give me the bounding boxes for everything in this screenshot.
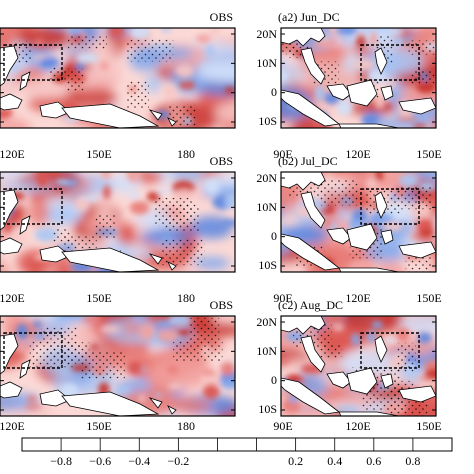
- coastline: [281, 172, 436, 272]
- coastline: [281, 316, 436, 416]
- colorbar-label: 0.6: [366, 454, 381, 468]
- colorbar-label: 0.8: [405, 454, 420, 468]
- panel-title-b2: (b2) Jul_DC: [278, 154, 338, 168]
- colorbar: −0.8 −0.6 −0.4 −0.2 0.2 0.4 0.6 0.8: [21, 437, 453, 468]
- coastline: [281, 28, 436, 128]
- lon-label: 180: [177, 291, 195, 305]
- panel-title-a1: OBS: [210, 10, 233, 24]
- lon-label: 180: [177, 147, 195, 161]
- map-panel-c1: [0, 315, 236, 417]
- lat-label: 10S: [258, 402, 277, 416]
- lon-label: 120E: [0, 419, 25, 433]
- lon-label: 150E: [86, 147, 111, 161]
- panel-title-c1: OBS: [210, 298, 233, 312]
- lat-label: 0: [271, 229, 277, 243]
- lat-label: 10S: [258, 258, 277, 272]
- analysis-box: [3, 188, 63, 225]
- panel-title-b1: OBS: [210, 154, 233, 168]
- lat-label: 10N: [256, 200, 277, 214]
- colorbar-label: 0.2: [288, 454, 303, 468]
- lat-label: 10S: [258, 114, 277, 128]
- lon-label: 120E: [0, 291, 25, 305]
- colorbar-label: −0.6: [89, 454, 111, 468]
- panel-title-a2: (a2) Jun_DC: [278, 10, 340, 24]
- lon-label: 150E: [86, 419, 111, 433]
- panel-title-c2: (c2) Aug_DC: [278, 298, 343, 312]
- lon-label: 150E: [86, 291, 111, 305]
- lat-label: 0: [271, 373, 277, 387]
- analysis-box: [3, 332, 63, 369]
- lon-label: 120E: [345, 291, 370, 305]
- lat-label: 20N: [256, 27, 277, 41]
- lon-label: 120E: [345, 419, 370, 433]
- analysis-box: [360, 188, 420, 225]
- lat-label: 20N: [256, 315, 277, 329]
- analysis-box: [3, 44, 63, 81]
- colorbar-label: −0.4: [128, 454, 150, 468]
- map-panel-a1: [0, 27, 236, 129]
- lon-label: 150E: [416, 291, 441, 305]
- lat-label: 20N: [256, 171, 277, 185]
- analysis-box: [360, 44, 420, 81]
- map-panel-c2: [280, 315, 437, 417]
- lon-label: 120E: [0, 147, 25, 161]
- colorbar-label: 0.4: [327, 454, 342, 468]
- lon-label: 120E: [345, 147, 370, 161]
- map-panel-a2: [280, 27, 437, 129]
- lon-label: 150E: [416, 147, 441, 161]
- lat-label: 10N: [256, 56, 277, 70]
- map-panel-b2: [280, 171, 437, 273]
- lat-label: 10N: [256, 344, 277, 358]
- colorbar-label: −0.2: [168, 454, 190, 468]
- lon-label: 90E: [273, 147, 292, 161]
- lat-label: 0: [271, 85, 277, 99]
- colorbar-label: −0.8: [50, 454, 72, 468]
- map-panel-b1: [0, 171, 236, 273]
- analysis-box: [360, 332, 420, 369]
- lon-label: 180: [177, 419, 195, 433]
- lon-label: 150E: [416, 419, 441, 433]
- lon-label: 90E: [273, 291, 292, 305]
- lon-label: 90E: [273, 419, 292, 433]
